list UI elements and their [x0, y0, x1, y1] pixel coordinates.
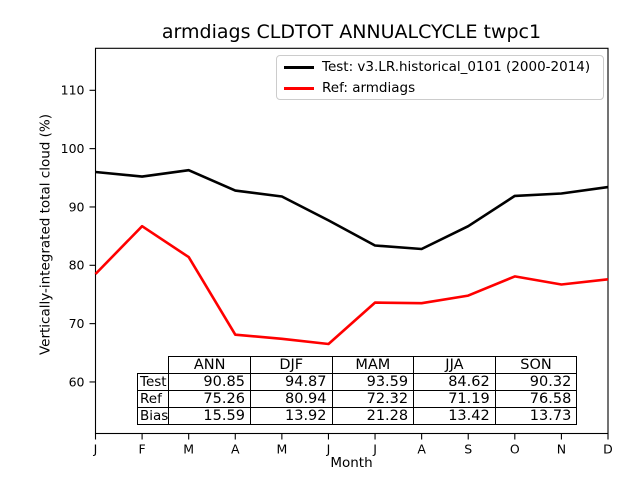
table-corner-cell [138, 357, 169, 374]
table-header-cell: ANN [168, 356, 251, 374]
table-value-cell: 21.28 [331, 407, 415, 425]
table-row-label: Test [136, 373, 170, 391]
table-value-cell: 84.62 [413, 373, 496, 391]
y-tick-label: 60 [69, 374, 85, 389]
y-tick-label: 110 [61, 83, 85, 98]
table-value-cell: 13.73 [494, 407, 578, 425]
y-tick-label: 90 [69, 199, 85, 214]
x-tick-label: O [510, 442, 520, 457]
x-tick-label: J [93, 442, 98, 457]
legend-item: Ref: armdiags [284, 80, 603, 97]
table-value-cell: 13.92 [249, 407, 333, 425]
ref-series-line [94, 224, 609, 346]
test-series-line [95, 168, 609, 251]
table-row: Ref 75.26 80.94 72.32 71.19 76.58 [136, 390, 578, 408]
x-tick-label: A [417, 442, 426, 457]
table-row: Bias 15.59 13.92 21.28 13.42 13.73 [136, 407, 578, 425]
y-tick-label: 80 [69, 258, 85, 273]
table-header-cell: JJA [413, 356, 496, 374]
axes-frame [94, 47, 609, 435]
stats-table: ANN DJF MAM JJA SON Test 90.85 94.87 93.59 84.62 9… [136, 356, 578, 425]
table-header-cell: MAM [331, 356, 415, 374]
x-tick-label: M [276, 442, 287, 457]
table-value-cell: 72.32 [331, 390, 415, 408]
table-row: Test 90.85 94.87 93.59 84.62 90.32 [136, 373, 578, 391]
x-tick-label: M [183, 442, 194, 457]
legend-line-sample [284, 65, 314, 69]
y-axis-label: Vertically-integrated total cloud (%) [37, 113, 54, 356]
x-tick-label: F [138, 442, 145, 457]
table-value-cell: 90.85 [168, 373, 251, 391]
y-tick-label: 70 [69, 316, 85, 331]
table-value-cell: 15.59 [168, 407, 251, 425]
table-header-cell: DJF [249, 356, 333, 374]
legend: Test: v3.LR.historical_0101 (2000-2014) R… [276, 55, 604, 100]
figure-title: armdiags CLDTOT ANNUALCYCLE twpc1 [161, 21, 542, 43]
legend-line-sample [284, 86, 314, 90]
x-axis-label: Month [330, 455, 373, 471]
table-value-cell: 94.87 [249, 373, 333, 391]
table-row-label: Ref [136, 390, 170, 408]
table-value-cell: 13.42 [413, 407, 496, 425]
table-header-cell: SON [494, 356, 578, 374]
x-tick-label: N [557, 442, 566, 457]
x-tick-label: D [603, 442, 613, 457]
table-value-cell: 76.58 [494, 390, 578, 408]
y-tick-label: 100 [61, 141, 85, 156]
table-value-cell: 93.59 [331, 373, 415, 391]
table-value-cell: 90.32 [494, 373, 578, 391]
legend-item-label: Test: v3.LR.historical_0101 (2000-2014) [322, 58, 591, 75]
table-value-cell: 71.19 [413, 390, 496, 408]
x-tick-label: A [231, 442, 240, 457]
table-value-cell: 75.26 [168, 390, 251, 408]
legend-item: Test: v3.LR.historical_0101 (2000-2014) [284, 59, 603, 76]
x-tick-label: J [372, 442, 377, 457]
legend-item-label: Ref: armdiags [322, 79, 416, 96]
x-tick-label: S [464, 442, 472, 457]
table-row-label: Bias [136, 407, 170, 425]
x-tick-label: J [326, 442, 331, 457]
table-value-cell: 80.94 [249, 390, 333, 408]
